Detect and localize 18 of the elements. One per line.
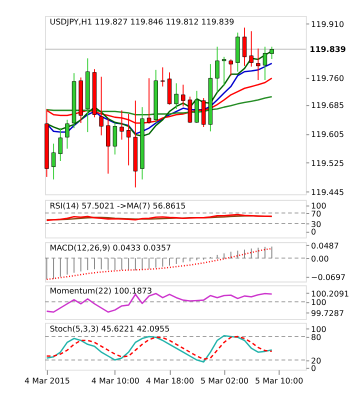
candlestick	[58, 128, 62, 162]
candlestick	[256, 48, 260, 80]
candlestick	[160, 66, 165, 87]
candlestick	[262, 46, 268, 80]
candlestick	[65, 119, 70, 150]
candlestick	[270, 46, 274, 60]
candlestick	[181, 84, 186, 107]
candlestick	[112, 122, 118, 155]
candlestick	[51, 143, 56, 180]
candlestick	[215, 46, 220, 93]
candlestick	[174, 82, 178, 110]
candlestick	[222, 56, 226, 86]
candlestick	[194, 90, 199, 124]
candlestick	[242, 27, 247, 66]
candlestick	[249, 30, 254, 68]
line-series	[46, 292, 273, 313]
candlestick	[228, 58, 233, 76]
candlestick	[106, 118, 110, 174]
